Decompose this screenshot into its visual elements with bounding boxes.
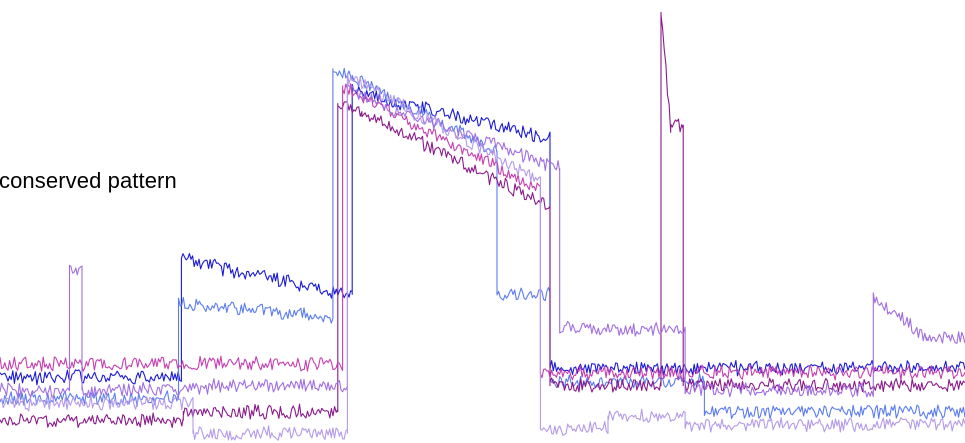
series-line-5 — [0, 83, 965, 399]
series-line-6 — [0, 72, 965, 441]
series-line-4 — [0, 83, 965, 381]
series-layer — [0, 11, 965, 441]
chart-annotation: conserved pattern — [0, 168, 177, 193]
series-line-1 — [0, 83, 965, 386]
series-line-3 — [0, 11, 965, 429]
